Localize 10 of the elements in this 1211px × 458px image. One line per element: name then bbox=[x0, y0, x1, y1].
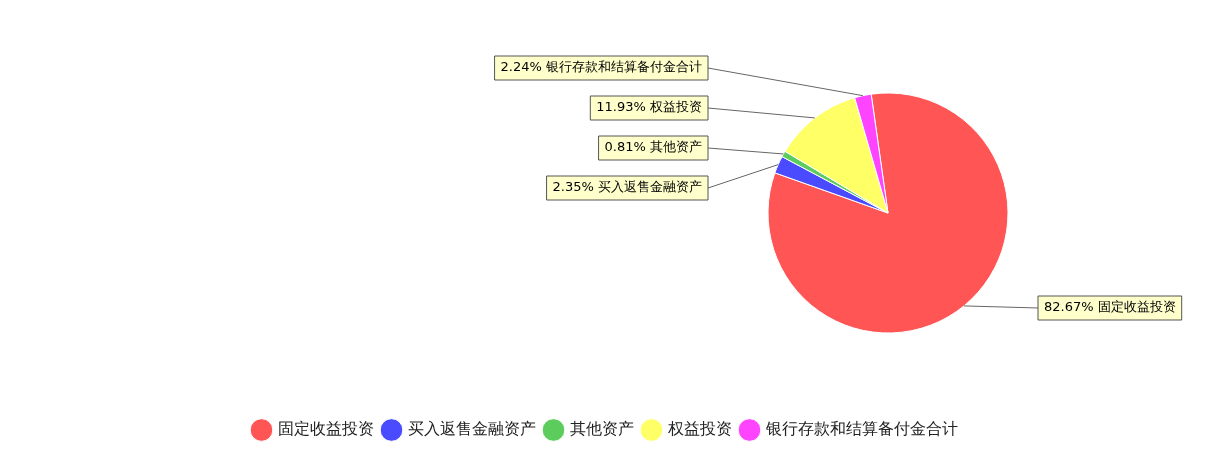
legend-label: 其他资产 bbox=[569, 419, 634, 439]
legend-label: 权益投资 bbox=[666, 419, 732, 439]
text: 0.81% 其他资产 bbox=[604, 139, 703, 155]
text: 2.35% 买入返售金融资产 bbox=[552, 179, 703, 195]
legend-label: 银行存款和结算备付金合计 bbox=[764, 419, 958, 439]
text: 82.67% 固定收益投资 bbox=[1044, 299, 1176, 315]
text: 2.24% 银行存款和结算备付金合计 bbox=[500, 59, 703, 75]
legend-label: 固定收益投资 bbox=[277, 419, 374, 439]
legend-label: 买入返售金融资产 bbox=[407, 419, 536, 439]
text: 11.93% 权益投资 bbox=[596, 99, 702, 115]
